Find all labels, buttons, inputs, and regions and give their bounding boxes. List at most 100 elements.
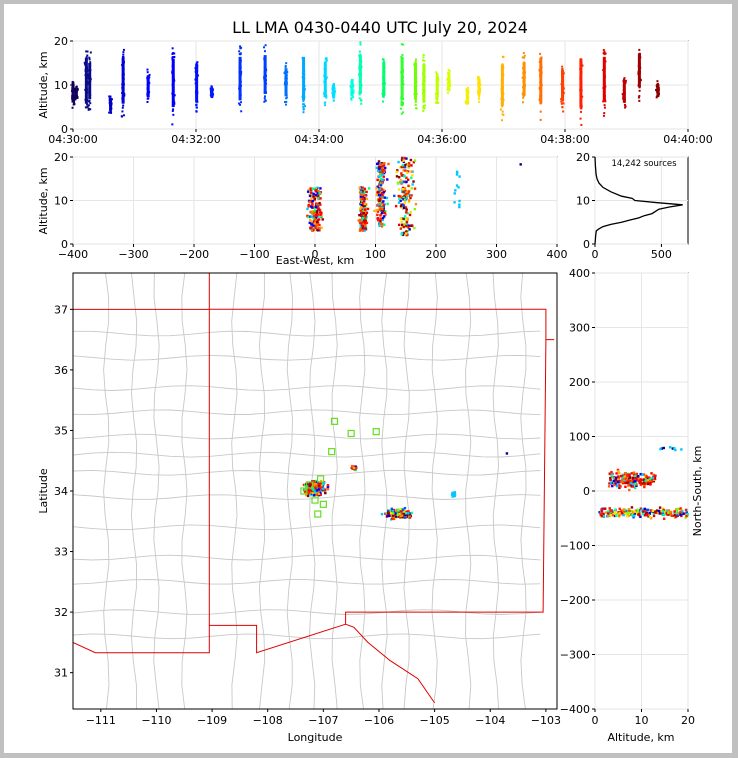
source-point bbox=[171, 57, 174, 60]
source-point bbox=[358, 93, 361, 96]
source-point bbox=[361, 200, 364, 203]
source-point bbox=[401, 190, 404, 193]
source-point bbox=[400, 158, 404, 162]
source-point bbox=[314, 213, 317, 216]
source-point bbox=[652, 514, 656, 518]
county-line bbox=[403, 273, 410, 709]
source-point bbox=[395, 175, 399, 178]
source-point bbox=[284, 64, 287, 67]
source-point bbox=[171, 52, 174, 55]
burst-21 bbox=[421, 54, 427, 113]
source-point bbox=[83, 61, 86, 64]
ns-cluster-1 bbox=[598, 506, 690, 520]
source-point bbox=[642, 473, 646, 476]
source-point bbox=[89, 108, 92, 111]
source-point bbox=[86, 50, 89, 53]
source-point bbox=[379, 222, 383, 225]
source-point bbox=[407, 199, 411, 202]
source-point bbox=[324, 491, 327, 495]
source-point bbox=[332, 96, 335, 99]
source-point bbox=[635, 472, 639, 476]
source-point bbox=[285, 94, 288, 97]
source-point bbox=[405, 190, 409, 194]
source-point bbox=[396, 169, 399, 172]
source-point bbox=[632, 478, 635, 481]
source-point bbox=[631, 483, 635, 486]
source-point bbox=[285, 103, 288, 106]
source-point bbox=[302, 483, 306, 487]
source-point bbox=[307, 491, 310, 494]
source-point bbox=[641, 473, 644, 476]
source-point bbox=[405, 220, 409, 224]
station-marker bbox=[314, 510, 322, 518]
source-point bbox=[652, 512, 655, 515]
source-point bbox=[501, 110, 504, 113]
source-point bbox=[394, 204, 398, 208]
source-point bbox=[448, 89, 451, 92]
source-point bbox=[465, 101, 468, 104]
source-point bbox=[611, 513, 614, 517]
source-point bbox=[413, 187, 417, 190]
y-tick-label: −100 bbox=[560, 540, 590, 553]
source-point bbox=[239, 53, 242, 56]
source-point bbox=[380, 203, 384, 207]
source-point bbox=[317, 196, 320, 200]
source-point bbox=[379, 220, 382, 223]
source-point bbox=[310, 194, 314, 197]
source-point bbox=[604, 100, 607, 103]
burst-33 bbox=[637, 48, 642, 102]
station-marker bbox=[300, 487, 308, 495]
source-point bbox=[382, 208, 385, 212]
source-point bbox=[172, 113, 175, 116]
source-point bbox=[314, 218, 318, 222]
source-point bbox=[656, 82, 659, 85]
source-point bbox=[304, 493, 308, 497]
source-point bbox=[87, 77, 90, 80]
burst-core bbox=[500, 64, 504, 106]
source-point bbox=[363, 187, 367, 191]
x-tick-label: −111 bbox=[86, 714, 116, 727]
source-point bbox=[685, 514, 688, 518]
source-point bbox=[73, 102, 76, 105]
source-point bbox=[660, 447, 663, 450]
source-point bbox=[364, 224, 367, 227]
source-point bbox=[108, 111, 111, 114]
source-point bbox=[612, 475, 616, 479]
source-point bbox=[391, 509, 394, 513]
source-point bbox=[315, 210, 319, 213]
source-point bbox=[263, 50, 266, 53]
state-border bbox=[209, 308, 555, 341]
source-point bbox=[309, 218, 312, 222]
source-point bbox=[626, 515, 629, 518]
source-point bbox=[399, 107, 402, 110]
county-line bbox=[73, 524, 541, 531]
source-point bbox=[611, 476, 614, 479]
source-point bbox=[320, 226, 323, 230]
source-point bbox=[172, 108, 175, 111]
county-line bbox=[258, 273, 266, 709]
source-point bbox=[603, 50, 606, 53]
altitude-histogram-panel: 0 500 0 10 20 14,242 sources bbox=[576, 151, 689, 261]
source-point bbox=[363, 208, 367, 211]
source-point bbox=[88, 99, 91, 102]
source-point bbox=[501, 105, 504, 108]
burst-12 bbox=[283, 62, 289, 106]
source-point bbox=[89, 102, 92, 105]
source-point bbox=[632, 471, 636, 474]
source-point bbox=[314, 487, 317, 490]
source-point bbox=[614, 478, 618, 481]
source-point bbox=[326, 485, 330, 488]
burst-29 bbox=[560, 65, 565, 113]
source-point bbox=[453, 192, 456, 195]
source-point bbox=[311, 187, 315, 191]
source-point bbox=[377, 160, 381, 163]
source-point bbox=[502, 56, 505, 59]
source-point bbox=[121, 106, 124, 109]
source-point bbox=[409, 224, 413, 227]
source-point bbox=[359, 207, 362, 210]
source-point bbox=[405, 208, 408, 211]
source-point bbox=[661, 511, 665, 515]
source-point bbox=[319, 215, 322, 219]
source-point bbox=[623, 475, 627, 478]
source-point bbox=[71, 106, 74, 109]
